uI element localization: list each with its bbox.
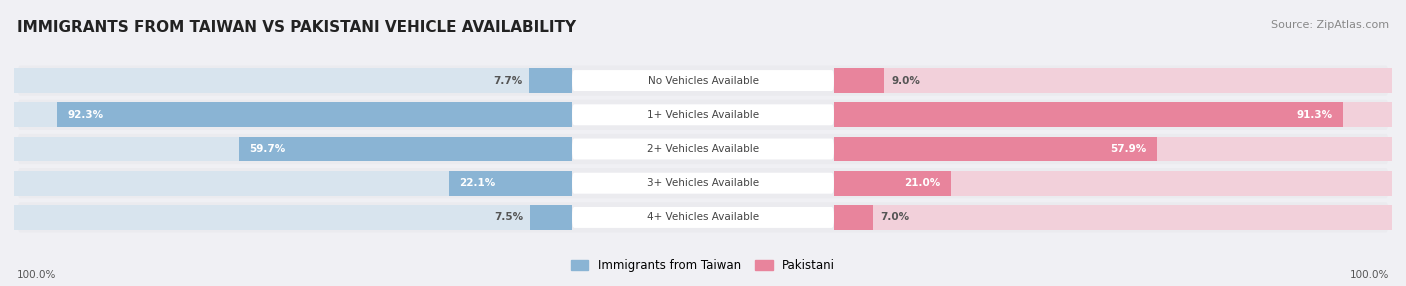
Text: 100.0%: 100.0% [1350,270,1389,280]
FancyBboxPatch shape [17,100,1389,130]
Text: IMMIGRANTS FROM TAIWAN VS PAKISTANI VEHICLE AVAILABILITY: IMMIGRANTS FROM TAIWAN VS PAKISTANI VEHI… [17,20,576,35]
Bar [58,102,572,127]
Bar [14,171,572,196]
Bar [449,171,572,196]
Text: 91.3%: 91.3% [1296,110,1333,120]
Text: 21.0%: 21.0% [904,178,941,188]
Text: 22.1%: 22.1% [460,178,495,188]
Text: 2+ Vehicles Available: 2+ Vehicles Available [647,144,759,154]
Text: 7.7%: 7.7% [494,76,522,86]
Text: 7.0%: 7.0% [880,212,908,223]
FancyBboxPatch shape [572,173,834,194]
FancyBboxPatch shape [17,168,1389,198]
FancyBboxPatch shape [572,138,834,160]
Text: No Vehicles Available: No Vehicles Available [648,76,758,86]
Bar [834,102,1392,127]
Bar [14,205,572,230]
Bar [834,102,1343,127]
Text: 57.9%: 57.9% [1111,144,1147,154]
Bar [14,102,572,127]
Text: 4+ Vehicles Available: 4+ Vehicles Available [647,212,759,223]
Bar [14,68,572,93]
Bar [530,205,572,230]
Bar [834,68,1392,93]
Text: 59.7%: 59.7% [249,144,285,154]
FancyBboxPatch shape [17,65,1389,96]
FancyBboxPatch shape [17,202,1389,233]
Bar [834,205,1392,230]
Text: 9.0%: 9.0% [891,76,920,86]
Text: 92.3%: 92.3% [67,110,104,120]
Bar [239,137,572,161]
Bar [834,205,873,230]
Bar [529,68,572,93]
Bar [834,171,1392,196]
Text: Source: ZipAtlas.com: Source: ZipAtlas.com [1271,20,1389,30]
Text: 3+ Vehicles Available: 3+ Vehicles Available [647,178,759,188]
Legend: Immigrants from Taiwan, Pakistani: Immigrants from Taiwan, Pakistani [571,259,835,272]
Bar [834,137,1157,161]
FancyBboxPatch shape [572,207,834,228]
Text: 7.5%: 7.5% [495,212,523,223]
Bar [14,137,572,161]
Text: 100.0%: 100.0% [17,270,56,280]
FancyBboxPatch shape [572,104,834,125]
Bar [834,68,884,93]
FancyBboxPatch shape [572,70,834,91]
Bar [834,171,950,196]
Bar [834,137,1392,161]
FancyBboxPatch shape [17,134,1389,164]
Text: 1+ Vehicles Available: 1+ Vehicles Available [647,110,759,120]
